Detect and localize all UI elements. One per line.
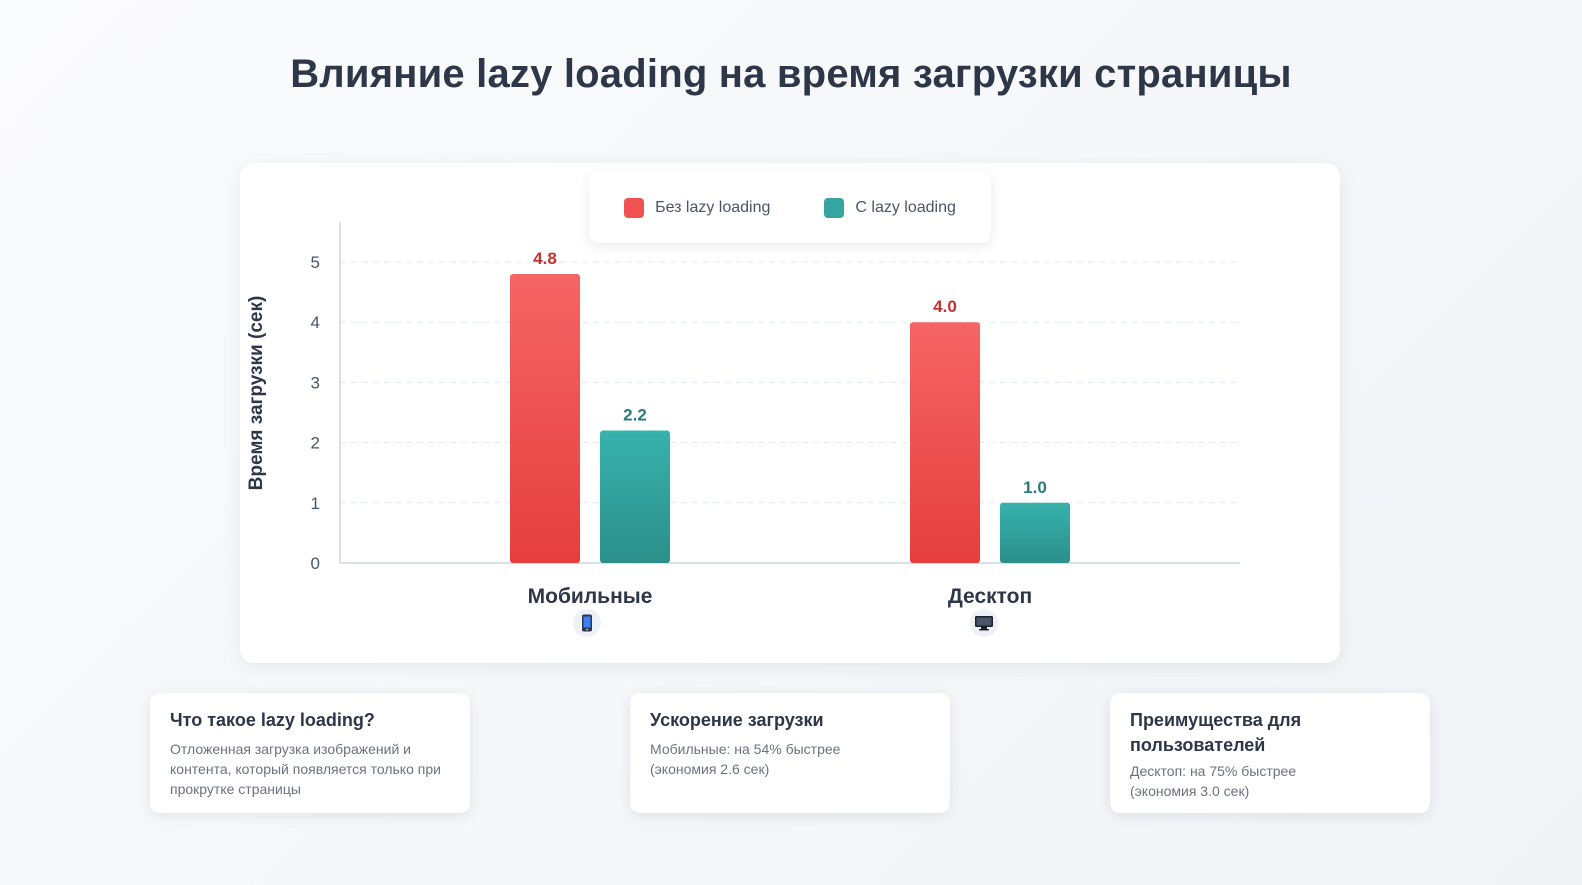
bar-with-lazy — [1000, 502, 1070, 563]
legend-item-with: С lazy loading — [824, 197, 956, 218]
info-card-text: Отложенная загрузка изображений и контен… — [170, 741, 441, 797]
bar-without-lazy — [510, 274, 580, 563]
bar-value-label: 1.0 — [1023, 478, 1047, 497]
legend-label-without: Без lazy loading — [655, 198, 771, 216]
bar-value-label: 2.2 — [623, 406, 647, 425]
y-axis-title: Время загрузки (сек) — [246, 296, 267, 491]
legend-label-with: С lazy loading — [855, 198, 956, 216]
bar-value-label: 4.8 — [533, 249, 557, 268]
info-card-title: Что такое lazy loading? — [170, 710, 375, 730]
legend-swatch-with — [824, 197, 845, 218]
bar-without-lazy — [910, 322, 980, 563]
info-card-text: Десктоп: на 75% быстрее (экономия 3.0 се… — [1130, 763, 1297, 799]
chart-card — [240, 163, 1340, 663]
x-category-label: Десктоп — [948, 585, 1032, 608]
mobile-phone-icon — [573, 609, 601, 637]
y-tick-label: 5 — [311, 253, 320, 272]
info-card-title: Преимущества для пользователей — [1130, 710, 1302, 755]
info-card-what-is: Что такое lazy loading? Отложенная загру… — [150, 693, 470, 813]
y-tick-label: 4 — [311, 313, 320, 332]
x-category-label: Мобильные — [528, 585, 653, 608]
info-card-speedup: Ускорение загрузки Мобильные: на 54% быс… — [630, 693, 950, 813]
info-card-text: Мобильные: на 54% быстрее (экономия 2.6 … — [650, 741, 841, 777]
y-tick-label: 0 — [311, 554, 320, 573]
info-card-title: Ускорение загрузки — [650, 710, 824, 730]
chart-legend: Без lazy loading С lazy loading — [589, 172, 991, 243]
legend-swatch-without — [624, 197, 645, 218]
page-title: Влияние lazy loading на время загрузки с… — [290, 52, 1292, 96]
bar-value-label: 4.0 — [933, 297, 957, 316]
info-card-benefits: Преимущества для пользователей Десктоп: … — [1110, 693, 1430, 813]
desktop-monitor-icon — [970, 609, 998, 637]
bar-with-lazy — [600, 430, 670, 563]
legend-item-without: Без lazy loading — [624, 197, 771, 218]
y-tick-label: 1 — [311, 494, 320, 513]
y-tick-label: 2 — [311, 434, 320, 453]
y-tick-label: 3 — [311, 373, 320, 392]
